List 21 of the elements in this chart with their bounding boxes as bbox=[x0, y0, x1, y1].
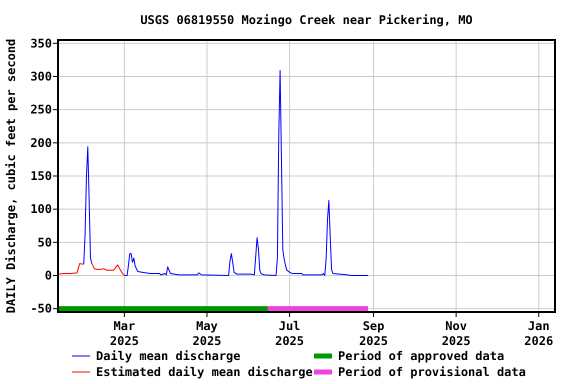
y-tick-label: 0 bbox=[44, 268, 52, 283]
x-tick-label: Sep 2025 bbox=[359, 319, 388, 348]
legend-label: Period of approved data bbox=[338, 349, 504, 363]
y-tick-label: -50 bbox=[30, 302, 52, 316]
y-tick-label: 350 bbox=[30, 36, 52, 50]
y-tick-label: 200 bbox=[30, 136, 52, 150]
x-tick-label: Mar 2025 bbox=[110, 319, 139, 348]
y-tick-label: 300 bbox=[30, 69, 52, 84]
x-tick-label: Nov 2025 bbox=[442, 319, 471, 348]
x-tick-label: Jul 2025 bbox=[275, 319, 304, 348]
y-axis-title: DAILY Discharge, cubic feet per second bbox=[4, 38, 18, 314]
y-tick-label: 100 bbox=[30, 202, 52, 216]
y-tick-label: 150 bbox=[30, 169, 52, 183]
chart-title: USGS 06819550 Mozingo Creek near Pickering, MO bbox=[140, 13, 473, 27]
x-tick-label: Jan 2026 bbox=[524, 319, 554, 348]
y-tick-label: 50 bbox=[38, 235, 52, 250]
x-tick-label: May 2025 bbox=[192, 319, 222, 348]
legend-label: Period of provisional data bbox=[338, 365, 526, 379]
y-tick-label: 250 bbox=[30, 102, 52, 117]
legend-label: Daily mean discharge bbox=[96, 349, 240, 363]
legend-label: Estimated daily mean discharge bbox=[96, 365, 313, 379]
